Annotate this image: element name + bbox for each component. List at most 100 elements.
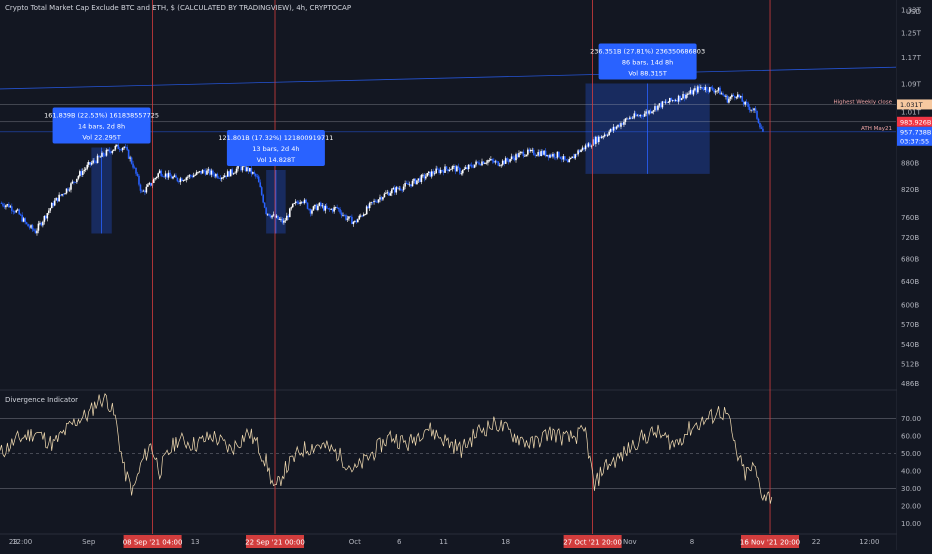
candle-body <box>534 154 537 156</box>
candle-body <box>133 167 136 169</box>
candle-body <box>702 89 705 90</box>
candle-body <box>634 113 637 116</box>
candle-body <box>19 214 22 216</box>
candle-body <box>668 97 671 103</box>
candle-body <box>651 111 653 114</box>
candle-body <box>191 176 194 178</box>
candle-body <box>577 150 579 155</box>
candle-body <box>207 169 210 171</box>
candle-body <box>102 152 105 156</box>
candle-body <box>166 173 168 178</box>
candle-body <box>621 123 624 125</box>
candle-body <box>691 90 693 95</box>
candle-body <box>277 215 279 220</box>
candle-body <box>328 208 331 210</box>
candle-body <box>490 159 492 161</box>
candle-body <box>705 87 708 91</box>
divergence-line <box>0 393 773 504</box>
candle-body <box>710 87 712 88</box>
candle-body <box>24 218 26 223</box>
level-label: ATH May21 <box>861 126 892 132</box>
candle-body <box>652 110 655 112</box>
candle-body <box>701 87 704 90</box>
candle-body <box>371 202 374 203</box>
candle-body <box>260 187 263 195</box>
candle-body <box>346 218 349 220</box>
candle-body <box>181 178 183 181</box>
candle-body <box>56 197 59 202</box>
candle-body <box>708 87 711 92</box>
candle-body <box>544 150 547 157</box>
candle-body <box>99 156 102 158</box>
measurement-callout-line: 14 bars, 2d 8h <box>78 123 125 131</box>
candle-body <box>52 202 55 206</box>
candle-body <box>473 164 476 168</box>
candle-body <box>609 128 612 132</box>
candle-body <box>98 155 100 157</box>
date-tag <box>563 535 622 548</box>
candle-body <box>742 101 745 105</box>
candle-body <box>139 184 142 191</box>
candle-body <box>569 158 572 160</box>
candle-body <box>333 207 335 212</box>
candle-body <box>608 131 610 136</box>
candle-body <box>528 149 531 152</box>
candle-body <box>15 210 18 213</box>
candle-body <box>618 124 621 127</box>
candle-body <box>748 106 751 111</box>
measurement-callout-line: 121.801B (17.32%) 121800919711 <box>218 134 333 142</box>
candle-body <box>510 156 513 160</box>
candle-body <box>754 108 757 111</box>
candle-body <box>553 153 556 158</box>
measurement-callout-line: 161.839B (22.53%) 161838557725 <box>44 112 159 120</box>
candle-body <box>272 214 275 216</box>
candle-body <box>680 98 683 101</box>
candle-body <box>414 178 417 185</box>
time-tick-label: Oct <box>349 538 361 546</box>
indicator-tick-label: 60.00 <box>901 432 921 440</box>
candle-body <box>460 173 463 175</box>
candle-body <box>516 154 519 158</box>
candle-body <box>541 151 544 155</box>
indicator-tick-label: 70.00 <box>901 415 921 423</box>
candle-body <box>488 160 491 161</box>
candle-body <box>376 201 378 203</box>
candle-body <box>632 117 634 119</box>
candle-body <box>354 220 356 222</box>
candle-body <box>336 207 338 208</box>
candle-body <box>689 90 692 94</box>
candle-body <box>377 199 380 203</box>
candle-body <box>291 203 294 208</box>
candle-body <box>388 192 390 196</box>
date-tag-label: 27 Oct '21 20:00 <box>563 539 622 547</box>
candle-body <box>147 184 149 187</box>
candle-body <box>512 156 514 158</box>
candle-body <box>587 143 590 147</box>
candle-body <box>117 144 120 150</box>
candle-body <box>339 209 341 213</box>
candle-body <box>683 94 686 99</box>
price-axis-panel <box>897 0 932 550</box>
candle-body <box>639 114 642 117</box>
candle-body <box>330 209 332 210</box>
candle-body <box>454 166 457 172</box>
price-tick-label: 880B <box>901 160 919 168</box>
candle-body <box>124 146 127 148</box>
candle-body <box>695 88 698 93</box>
candle-body <box>657 105 659 110</box>
candle-body <box>729 97 732 99</box>
candle-body <box>16 209 19 211</box>
candle-body <box>179 178 182 183</box>
candle-body <box>515 154 517 161</box>
candle-body <box>423 174 426 179</box>
candle-body <box>482 161 485 164</box>
candle-body <box>220 177 223 180</box>
candle-body <box>365 206 368 215</box>
candle-body <box>535 155 538 157</box>
candle-body <box>294 201 297 204</box>
candle-body <box>86 164 89 169</box>
candle-body <box>760 127 763 129</box>
candle-body <box>599 136 602 139</box>
candle-body <box>351 216 353 225</box>
candle-body <box>83 169 86 172</box>
